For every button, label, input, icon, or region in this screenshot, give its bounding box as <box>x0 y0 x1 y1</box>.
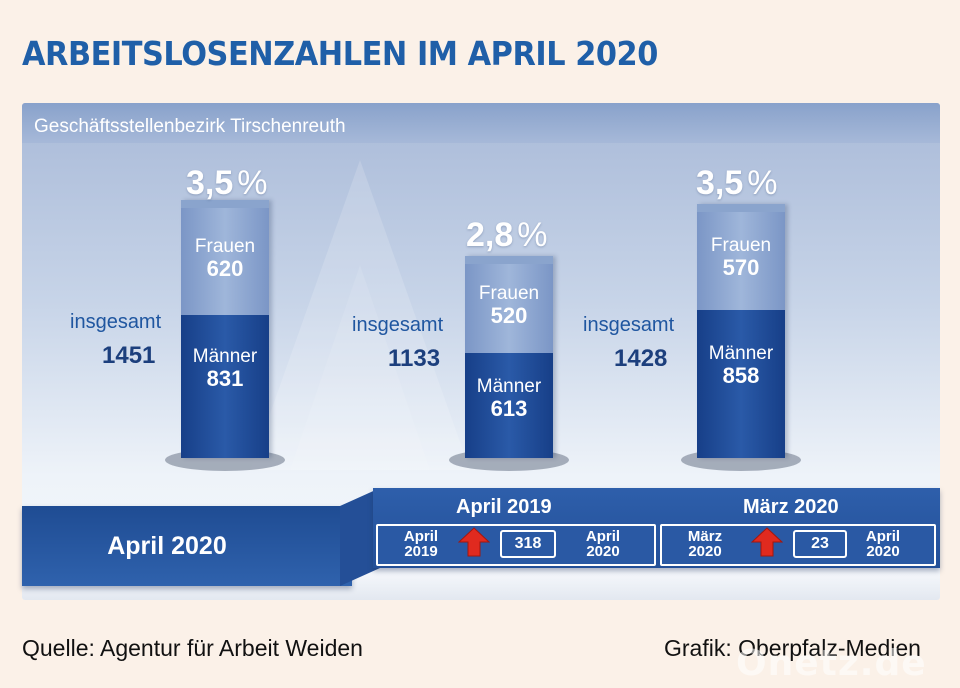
bar-segment-frauen: Frauen 620 <box>181 208 269 315</box>
total-value: 1428 <box>614 345 668 372</box>
comparison-title: April 2019 <box>456 496 552 518</box>
comparison-change: 23 <box>793 530 847 558</box>
comparison-to: April 2020 <box>865 528 901 560</box>
arrow-up-icon <box>458 527 490 557</box>
arrow-up-icon <box>751 527 783 557</box>
total-label: insgesamt <box>583 314 675 336</box>
series-label: Frauen <box>710 235 772 256</box>
total-value: 1133 <box>388 345 441 372</box>
comparison-change: 318 <box>500 530 556 558</box>
data-label: 620 <box>206 256 244 281</box>
data-label: 858 <box>722 363 760 388</box>
bar-column: Frauen 520 Männer 613 <box>465 256 553 458</box>
source-note: Quelle: Agentur für Arbeit Weiden <box>22 635 363 661</box>
total-label: insgesamt <box>352 314 444 336</box>
watermark-logo: Onetz.de <box>736 643 927 684</box>
comparison-from: März 2020 <box>687 528 723 560</box>
data-label: 570 <box>722 255 760 280</box>
comparison-from: April 2019 <box>403 528 439 560</box>
chart-title: ARBEITSLOSENZAHLEN IM APRIL 2020 <box>22 34 658 73</box>
band-connector <box>340 488 380 586</box>
bar-segment-maenner: Männer 858 <box>697 310 785 458</box>
series-label: Frauen <box>478 283 540 304</box>
credit-note: Grafik: Oberpfalz-Medien <box>664 635 921 661</box>
bar-segment-maenner: Männer 831 <box>181 315 269 458</box>
comparison-to: April 2020 <box>585 528 621 560</box>
data-label: 520 <box>490 303 528 328</box>
rate-label: 3,5% <box>696 164 778 202</box>
bar-segment-frauen: Frauen 570 <box>697 212 785 310</box>
bar-column: Frauen 570 Männer 858 <box>697 204 785 458</box>
series-label: Frauen <box>194 236 256 257</box>
total-value: 1451 <box>102 342 156 369</box>
series-label: Männer <box>708 343 774 364</box>
comparison-title: März 2020 <box>743 496 839 518</box>
bar-column: Frauen 620 Männer 831 <box>181 200 269 458</box>
panel-header-band <box>22 103 940 143</box>
bar-segment-maenner: Männer 613 <box>465 353 553 458</box>
rate-label: 3,5% <box>186 164 268 202</box>
chart-subtitle: Geschäftsstellenbezirk Tirschenreuth <box>34 116 346 137</box>
current-period-label: April 2020 <box>107 532 227 560</box>
bar-segment-frauen: Frauen 520 <box>465 264 553 353</box>
series-label: Männer <box>476 376 542 397</box>
data-label: 831 <box>206 366 244 391</box>
total-label: insgesamt <box>70 311 162 333</box>
data-label: 613 <box>490 396 528 421</box>
rate-label: 2,8% <box>466 216 548 254</box>
series-label: Männer <box>192 346 258 367</box>
current-period-band: April 2020 <box>22 506 352 586</box>
